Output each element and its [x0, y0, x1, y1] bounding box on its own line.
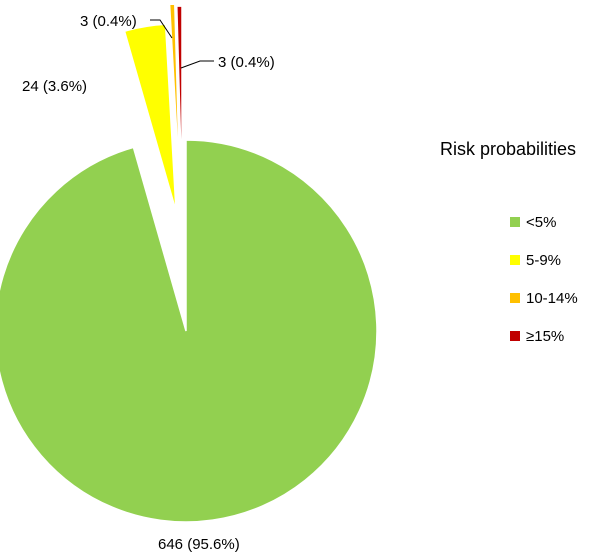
slice-label-10-14pct: 3 (0.4%) — [80, 13, 137, 30]
legend-label-5-9pct: 5-9% — [526, 252, 561, 269]
legend-label-lt-5pct: <5% — [526, 214, 556, 231]
slice-labels: 646 (95.6%) 24 (3.6%) 3 (0.4%) 3 (0.4%) — [22, 13, 275, 553]
pie-slice-10-14pct — [168, 3, 181, 192]
legend-item-10-14pct: 10-14% — [510, 290, 578, 307]
legend-label-gte-15pct: ≥15% — [526, 328, 564, 345]
slice-label-gte-15pct: 3 (0.4%) — [218, 54, 275, 71]
leader-line-gte-15pct — [180, 60, 214, 69]
legend-swatch-lt-5pct — [510, 217, 520, 227]
pie-slice-5-9pct — [123, 23, 177, 212]
legend: Risk probabilities <5% 5-9% 10-14% ≥15% — [440, 139, 578, 345]
legend-swatch-gte-15pct — [510, 331, 520, 341]
legend-swatch-10-14pct — [510, 293, 520, 303]
leader-line-10-14pct — [150, 19, 173, 39]
legend-label-10-14pct: 10-14% — [526, 290, 578, 307]
legend-title: Risk probabilities — [440, 139, 576, 159]
pie-slices — [0, 3, 378, 523]
legend-swatch-5-9pct — [510, 255, 520, 265]
label-leader-lines — [150, 19, 214, 69]
slice-label-lt-5pct: 646 (95.6%) — [158, 536, 240, 553]
legend-item-5-9pct: 5-9% — [510, 252, 561, 269]
legend-item-gte-15pct: ≥15% — [510, 328, 564, 345]
pie-slice-gte-15pct — [176, 5, 183, 194]
pie-slice-lt-5pct — [0, 139, 378, 523]
legend-item-lt-5pct: <5% — [510, 214, 556, 231]
slice-label-5-9pct: 24 (3.6%) — [22, 78, 87, 95]
